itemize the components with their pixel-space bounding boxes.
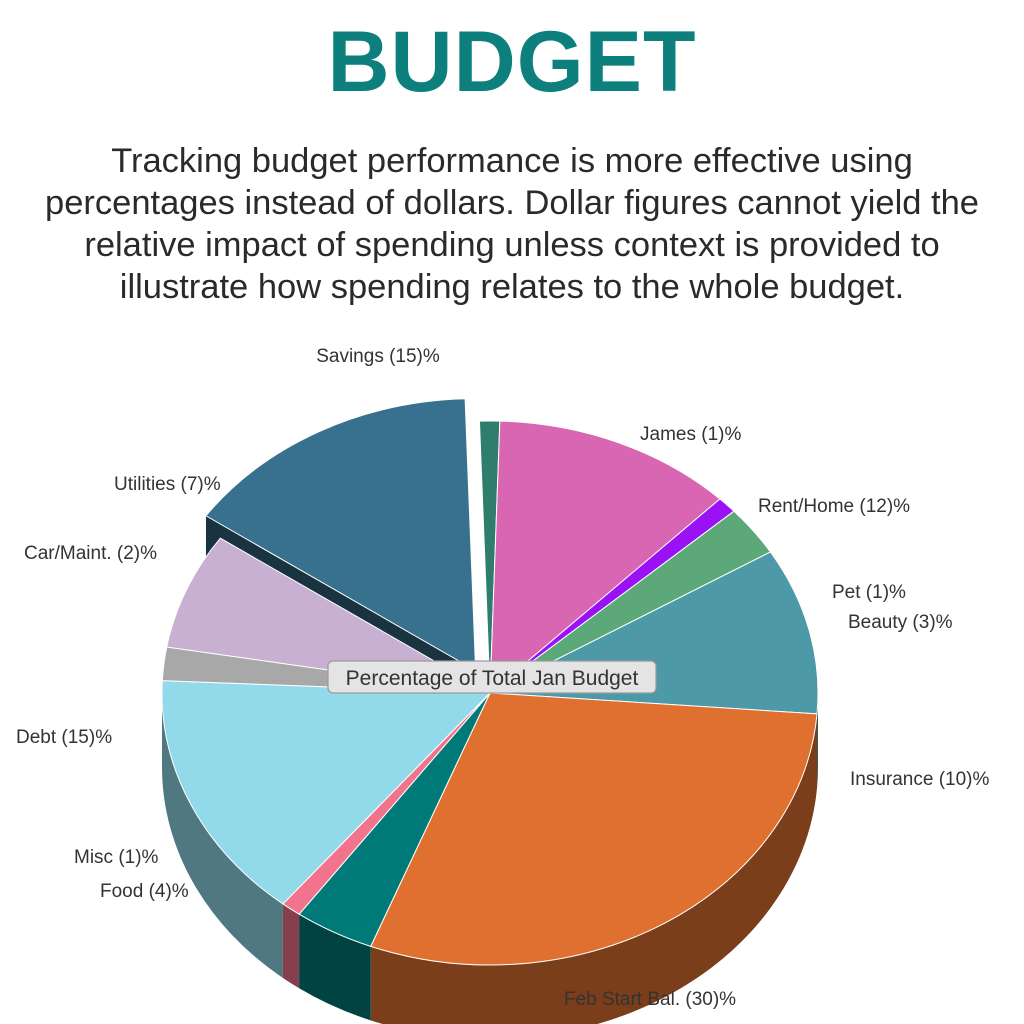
slice-label-pet: Pet (1)% (832, 582, 906, 603)
slice-label-rent-home: Rent/Home (12)% (758, 496, 910, 517)
slice-label-james: James (1)% (640, 424, 741, 445)
pie-side-debt (162, 693, 283, 978)
chart-title-box (327, 660, 657, 694)
pie-slice-feb-start-bal- (370, 692, 818, 966)
slice-label-savings: Savings (15)% (316, 346, 440, 367)
pie-side-misc (282, 903, 300, 989)
pie-slice-rent-home (489, 420, 721, 695)
slice-label-beauty: Beauty (3)% (848, 612, 953, 633)
slice-label-utilities: Utilities (7)% (114, 474, 221, 495)
pie-side-feb-start-bal- (370, 713, 818, 1024)
intro-paragraph: Tracking budget performance is more effe… (45, 142, 979, 306)
pie-top-layer (161, 398, 819, 966)
slice-labels: Savings (15)% James (1)% Rent/Home (12)% Pe… (16, 346, 990, 1010)
chart-title-text: Percentage of Total Jan Budget (346, 667, 639, 690)
pie-side-food (299, 914, 371, 1021)
pie-slice-utilities (166, 537, 491, 694)
page-title: BUDGET (327, 14, 697, 110)
budget-pie-chart: Savings (15)% James (1)% Rent/Home (12)% Pe… (16, 346, 990, 1024)
pie-slice-debt (161, 680, 492, 905)
slice-label-misc: Misc (1)% (74, 847, 159, 868)
slice-label-food: Food (4)% (100, 881, 189, 902)
slice-label-debt: Debt (15)% (16, 727, 112, 748)
slice-label-car-maint-: Car/Maint. (2)% (24, 543, 157, 564)
pie-slice-savings (205, 398, 477, 672)
slice-label-feb-start-bal-: Feb Start Bal. (30)% (564, 989, 736, 1010)
slice-label-insurance: Insurance (10)% (850, 769, 990, 790)
pie-side-insurance (817, 693, 818, 788)
chart-title: Percentage of Total Jan Budget (327, 660, 657, 694)
